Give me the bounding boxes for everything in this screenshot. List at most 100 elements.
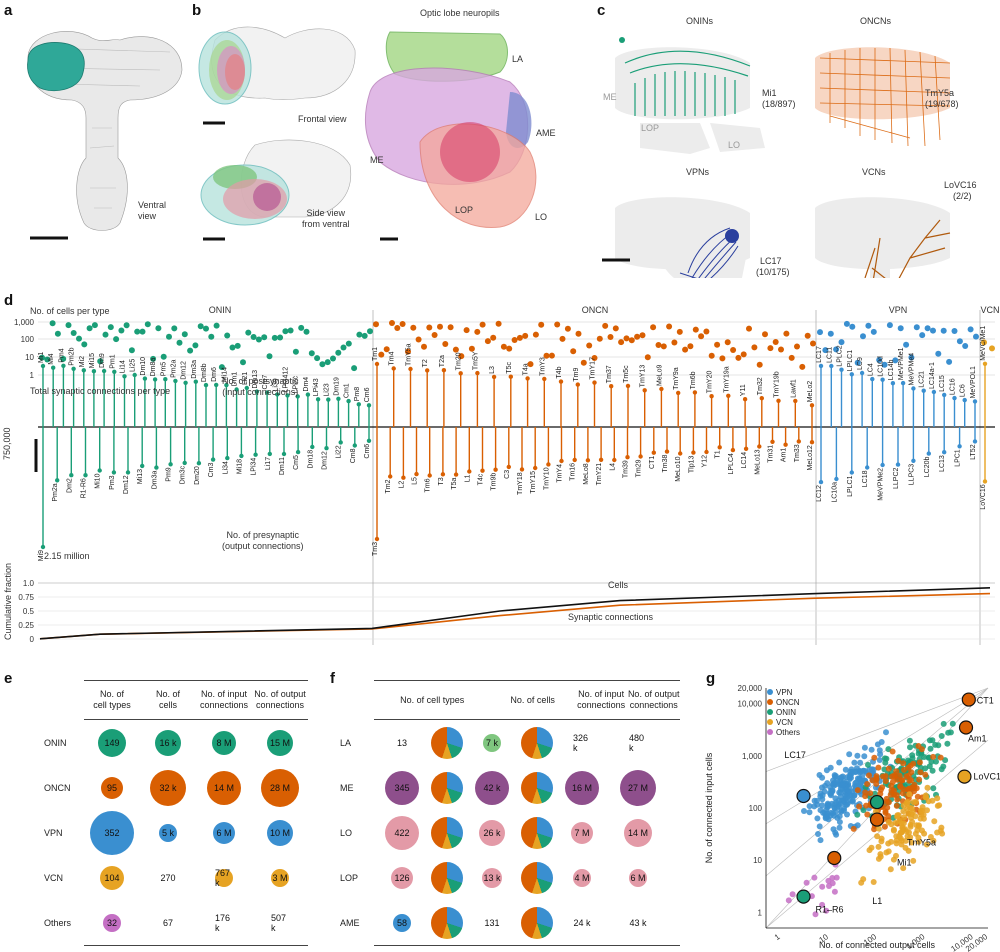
cell-type-label: LLPC3 [908, 464, 915, 486]
cell-type-label: MeVPMe4 [908, 353, 915, 386]
panel-f-bubble: 26 k [479, 819, 505, 846]
panel-e-rows: ONIN 149 16 k 8 M 15 M ONCN 95 32 k 14 M 28 M VPN 3… [44, 720, 308, 945]
cell-type-label: Tm39 [623, 460, 630, 478]
synapse-lollipop-head [542, 376, 547, 382]
scatter-point [907, 762, 914, 769]
cell-type-label: T4a [523, 363, 530, 375]
cell-count-point [113, 336, 120, 343]
synapse-lollipop-head [224, 382, 229, 388]
cell-type-label: Dm8b [201, 363, 208, 382]
scatter-point [917, 769, 924, 776]
cell-count-point [155, 325, 162, 332]
cell-type-label: Dm3a [151, 471, 158, 490]
cell-count-point [973, 333, 979, 340]
panel-f-row: LOP 126 13 k 4 M 6 M [340, 855, 680, 900]
scatter-point [893, 833, 900, 840]
cell-count-point [250, 334, 257, 340]
synapse-lollipop-head [440, 472, 446, 477]
cells-tick-label: 1,000 [14, 318, 35, 327]
panel-c-neuron-images [602, 37, 951, 278]
synapse-lollipop-head [962, 397, 967, 403]
synapse-lollipop-head [625, 455, 630, 460]
panel-e-bubble: 16 k [155, 729, 181, 756]
synapse-lollipop-head [69, 473, 74, 478]
legend-label: ONIN [776, 708, 796, 717]
panel-c-lc17-count: (10/175) [756, 267, 790, 277]
panel-c-letter: c [597, 2, 606, 19]
cell-type-label: LPLC1 [847, 475, 854, 497]
synapse-lollipop-head [225, 455, 230, 461]
cell-type-label: Pm1 [109, 354, 116, 369]
synapse-lollipop-head [890, 381, 896, 386]
cell-count-point [666, 323, 673, 330]
scatter-point [907, 744, 913, 751]
scatter-point [831, 812, 837, 819]
synapse-lollipop-head [982, 479, 988, 484]
scatter-point [929, 797, 936, 804]
legend-marker [767, 729, 773, 735]
cell-count-point [762, 331, 768, 338]
panel-c-me-label: ME [603, 92, 617, 102]
synapse-lollipop-head [391, 366, 396, 371]
scatter-point [874, 833, 881, 840]
scatter-point [900, 865, 907, 872]
cell-type-label: MeVPOL1 [970, 366, 977, 398]
cell-type-label: Dm8a [150, 358, 157, 377]
panel-b-ame-label: AME [536, 128, 556, 138]
highlighted-point [869, 812, 885, 827]
cell-count-point [532, 331, 539, 338]
scatter-point [873, 775, 880, 782]
panel-c-tmy5a-label: TmY5a [925, 88, 955, 98]
panel-b-letter: b [192, 2, 202, 19]
cell-count-point [655, 342, 662, 348]
cell-type-label: Mi18 [236, 459, 243, 474]
synapse-lollipop-head [253, 452, 258, 457]
cell-type-label: LLPC2 [893, 467, 900, 489]
cell-type-label: TmY20 [707, 371, 714, 394]
cell-count-point [886, 322, 893, 329]
cell-type-label: Tm6 [425, 478, 432, 492]
scatter-point [894, 776, 901, 783]
scatter-point [876, 747, 883, 754]
scatter-point [874, 741, 881, 748]
cell-type-label: LPLC1 [847, 350, 854, 372]
panel-f-pie [521, 771, 553, 804]
cell-count-point [361, 332, 368, 339]
synapse-lollipop-head [957, 444, 962, 449]
cell-count-point [843, 320, 850, 327]
scatter-point [860, 807, 867, 814]
cell-count-point [730, 347, 737, 353]
panel-e-bubble: 8 M [212, 730, 236, 755]
scatter-point [921, 830, 928, 837]
synapse-lollipop-head [691, 450, 696, 455]
panel-a-brain-image [27, 31, 183, 240]
synapse-lollipop-head [310, 444, 315, 450]
synapse-lollipop-head [730, 447, 736, 453]
cell-count-point [511, 337, 518, 343]
cell-type-label: Dm3a [191, 360, 198, 379]
synapse-lollipop-head [793, 398, 798, 404]
scatter-point [895, 812, 902, 819]
cell-type-label: Cm7 [262, 375, 269, 390]
scatter-point [833, 874, 840, 881]
cell-count-point [171, 325, 178, 332]
cell-count-point [930, 327, 936, 334]
scatter-point [877, 786, 884, 793]
cell-count-point [335, 349, 342, 356]
synapse-lollipop-head [55, 478, 60, 483]
cell-type-label: Tm16 [570, 463, 577, 481]
cell-count-point [650, 324, 657, 331]
cell-count-point [751, 344, 758, 351]
synapse-lollipop-head [519, 467, 525, 472]
cell-type-label: TmY15 [530, 471, 537, 494]
cell-count-point [447, 324, 454, 331]
cell-count-point [746, 325, 752, 332]
scatter-point [899, 777, 906, 784]
panel-a-view-label: Ventral view [138, 200, 167, 221]
cell-count-point [81, 341, 88, 348]
cell-type-label: MeLo13 [754, 449, 761, 474]
cell-count-point [876, 357, 883, 363]
scatter-point [806, 803, 813, 810]
synapse-lollipop-head [122, 374, 127, 379]
panel-g-letter: g [706, 670, 716, 687]
